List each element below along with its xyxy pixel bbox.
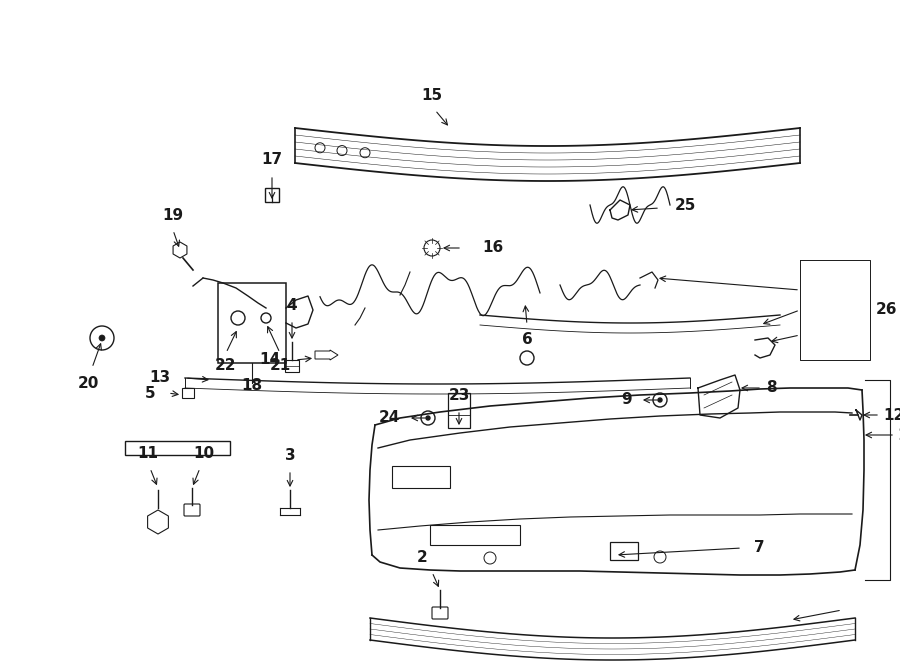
- Text: 7: 7: [754, 541, 765, 555]
- Bar: [125, 441, 230, 455]
- Bar: [448, 393, 470, 428]
- Text: 26: 26: [876, 303, 897, 317]
- Text: 15: 15: [421, 87, 443, 102]
- Circle shape: [658, 398, 662, 402]
- Circle shape: [426, 416, 430, 420]
- Text: 19: 19: [162, 208, 184, 223]
- Text: 6: 6: [522, 332, 533, 348]
- Bar: [285, 360, 299, 372]
- Text: 12: 12: [883, 407, 900, 422]
- Text: 21: 21: [269, 358, 291, 373]
- Text: 14: 14: [259, 352, 280, 368]
- Text: 18: 18: [241, 379, 263, 393]
- Text: 8: 8: [766, 381, 777, 395]
- Circle shape: [99, 335, 105, 341]
- Text: 10: 10: [194, 446, 214, 461]
- Bar: [182, 388, 194, 398]
- Text: 22: 22: [215, 358, 237, 373]
- Text: 4: 4: [287, 299, 297, 313]
- Text: 24: 24: [379, 410, 400, 426]
- Text: 20: 20: [77, 375, 99, 391]
- Text: 1: 1: [897, 428, 900, 442]
- Text: 11: 11: [138, 446, 158, 461]
- Bar: [610, 542, 638, 560]
- Bar: [430, 525, 520, 545]
- Bar: [218, 283, 286, 363]
- Text: 25: 25: [675, 198, 697, 212]
- Text: 9: 9: [621, 393, 632, 407]
- Text: 13: 13: [148, 371, 170, 385]
- Bar: [265, 188, 279, 202]
- Text: 3: 3: [284, 449, 295, 463]
- Text: 5: 5: [144, 385, 155, 401]
- Bar: [392, 466, 450, 488]
- Text: 16: 16: [482, 241, 503, 256]
- Text: 23: 23: [448, 389, 470, 403]
- Text: 2: 2: [418, 551, 428, 566]
- Text: 17: 17: [261, 153, 283, 167]
